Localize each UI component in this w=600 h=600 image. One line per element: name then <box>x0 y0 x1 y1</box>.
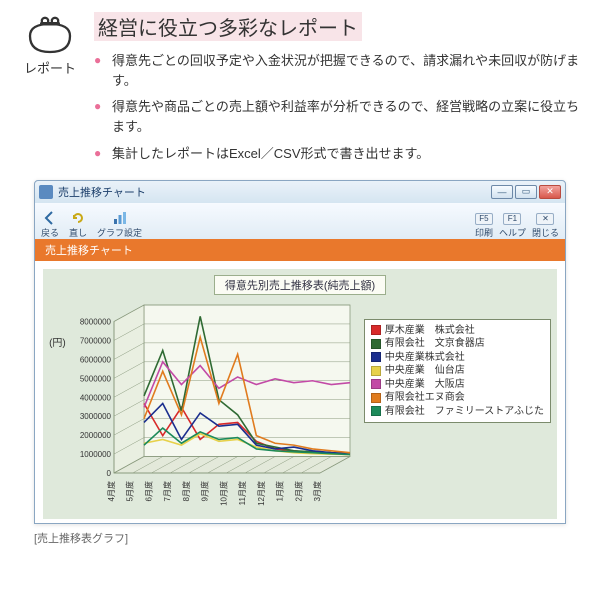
svg-text:8月度: 8月度 <box>181 481 191 501</box>
chart-title: 得意先別売上推移表(純売上額) <box>214 275 386 295</box>
svg-text:7000000: 7000000 <box>80 336 112 345</box>
window-close-button[interactable]: ✕ <box>539 185 561 199</box>
bullet-item: 得意先ごとの回収予定や入金状況が把握できるので、請求漏れや未回収が防げます。 <box>94 51 588 91</box>
svg-text:6月度: 6月度 <box>143 481 153 501</box>
page-title: 経営に役立つ多彩なレポート <box>94 12 362 41</box>
chart-panel: 得意先別売上推移表(純売上額) (円) 0 1000000 2000000 30000… <box>43 269 557 519</box>
svg-text:12月度: 12月度 <box>256 481 266 506</box>
svg-text:10月度: 10月度 <box>218 481 228 506</box>
svg-text:5000000: 5000000 <box>80 374 112 383</box>
legend-item: 有限会社エヌ商会 <box>371 391 544 405</box>
svg-text:3月度: 3月度 <box>312 481 322 501</box>
bullet-item: 集計したレポートはExcel／CSV形式で書き出せます。 <box>94 144 588 164</box>
minimize-button[interactable]: — <box>491 185 513 199</box>
purse-icon <box>24 12 76 56</box>
tab-chart[interactable]: 売上推移チャート <box>35 239 565 261</box>
legend-item: 中央産業 大阪店 <box>371 378 544 392</box>
svg-text:4月度: 4月度 <box>106 481 116 501</box>
chart-legend: 厚木産業 株式会社有限会社 文京食器店中央産業株式会社中央産業 仙台店中央産業 … <box>364 319 551 424</box>
svg-text:4000000: 4000000 <box>80 393 112 402</box>
legend-item: 中央産業 仙台店 <box>371 364 544 378</box>
app-icon <box>39 185 53 199</box>
refresh-button[interactable]: 直し <box>69 210 87 239</box>
svg-text:1000000: 1000000 <box>80 450 112 459</box>
legend-item: 厚木産業 株式会社 <box>371 324 544 338</box>
bullet-item: 得意先や商品ごとの売上額や利益率が分析できるので、経営戦略の立案に役立ちます。 <box>94 97 588 137</box>
toolbar: 戻る 直し グラフ設定 F5 印刷 F1 ヘルプ ✕ 閉じる <box>35 203 565 239</box>
svg-text:0: 0 <box>106 469 111 478</box>
svg-text:2月度: 2月度 <box>293 481 303 501</box>
svg-text:7月度: 7月度 <box>162 481 172 501</box>
svg-text:1月度: 1月度 <box>274 481 284 501</box>
maximize-button[interactable]: ▭ <box>515 185 537 199</box>
svg-text:8000000: 8000000 <box>80 317 112 326</box>
print-button[interactable]: F5 印刷 <box>475 213 493 239</box>
svg-text:11月度: 11月度 <box>237 481 247 505</box>
svg-text:9月度: 9月度 <box>199 481 209 501</box>
close-button[interactable]: ✕ 閉じる <box>532 213 559 239</box>
titlebar[interactable]: 売上推移チャート — ▭ ✕ <box>35 181 565 203</box>
svg-text:6000000: 6000000 <box>80 355 112 364</box>
icon-label: レポート <box>12 58 88 77</box>
window-title: 売上推移チャート <box>58 184 491 200</box>
caption: [売上推移表グラフ] <box>0 530 600 546</box>
line-chart: 0 1000000 2000000 3000000 4000000 5000000 6000… <box>66 299 356 509</box>
app-window: 売上推移チャート — ▭ ✕ 戻る 直し グラフ設定 F5 <box>34 180 566 524</box>
chart-settings-button[interactable]: グラフ設定 <box>97 210 142 239</box>
svg-text:3000000: 3000000 <box>80 412 112 421</box>
legend-item: 有限会社 文京食器店 <box>371 337 544 351</box>
svg-text:2000000: 2000000 <box>80 431 112 440</box>
y-axis-unit: (円) <box>49 299 66 509</box>
bullet-list: 得意先ごとの回収予定や入金状況が把握できるので、請求漏れや未回収が防げます。得意… <box>94 51 588 164</box>
legend-item: 中央産業株式会社 <box>371 351 544 365</box>
legend-item: 有限会社 ファミリーストアふじた <box>371 405 544 419</box>
svg-text:5月度: 5月度 <box>125 481 135 501</box>
help-button[interactable]: F1 ヘルプ <box>499 213 526 239</box>
back-button[interactable]: 戻る <box>41 210 59 239</box>
